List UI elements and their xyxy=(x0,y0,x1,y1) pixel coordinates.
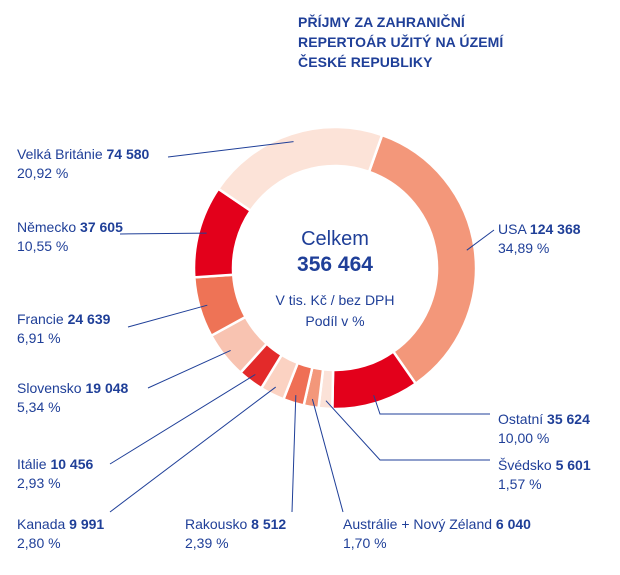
label-percent-švédsko: 1,57 % xyxy=(498,476,542,492)
label-francie: Francie 24 639 xyxy=(17,311,111,327)
title-line-2: REPERTOÁR UŽITÝ NA ÚZEMÍ xyxy=(298,34,504,50)
label-name-rakousko: Rakousko xyxy=(185,516,251,532)
center-share-label: Podíl v % xyxy=(305,313,364,329)
label-rakousko: Rakousko 8 512 xyxy=(185,516,286,532)
label-německo: Německo 37 605 xyxy=(17,219,123,235)
label-percent-austrálie-nový-zéland: 1,70 % xyxy=(343,535,387,551)
label-percent-německo: 10,55 % xyxy=(17,238,68,254)
label-percent-kanada: 2,80 % xyxy=(17,535,61,551)
label-name-německo: Německo xyxy=(17,219,80,235)
label-value-usa: 124 368 xyxy=(530,221,581,237)
label-slovensko: Slovensko 19 048 xyxy=(17,380,129,396)
label-value-itálie: 10 456 xyxy=(50,456,93,472)
label-percent-ostatní: 10,00 % xyxy=(498,430,549,446)
label-austrálie-nový-zéland: Austrálie + Nový Zéland 6 040 xyxy=(343,516,531,532)
label-ostatní: Ostatní 35 624 xyxy=(498,411,590,427)
chart-title: PŘÍJMY ZA ZAHRANIČNÍ REPERTOÁR UŽITÝ NA … xyxy=(298,12,598,72)
label-name-usa: USA xyxy=(498,221,530,237)
center-units: V tis. Kč / bez DPH xyxy=(275,292,394,308)
label-usa: USA 124 368 xyxy=(498,221,581,237)
title-line-3: ČESKÉ REPUBLIKY xyxy=(298,54,433,70)
donut-center: Celkem 356 464 V tis. Kč / bez DPH Podíl… xyxy=(275,228,394,329)
label-name-švédsko: Švédsko xyxy=(498,457,556,473)
label-velká-británie: Velká Británie 74 580 xyxy=(17,146,150,162)
label-value-ostatní: 35 624 xyxy=(547,411,590,427)
label-percent-itálie: 2,93 % xyxy=(17,475,61,491)
slice-usa xyxy=(367,133,478,386)
leader-ostatní xyxy=(373,395,490,415)
leader-německo xyxy=(119,232,207,235)
label-value-austrálie-nový-zéland: 6 040 xyxy=(496,516,531,532)
center-label: Celkem xyxy=(301,228,369,250)
label-percent-rakousko: 2,39 % xyxy=(185,535,229,551)
center-total: 356 464 xyxy=(297,253,373,276)
label-percent-francie: 6,91 % xyxy=(17,330,61,346)
label-name-velká-británie: Velká Británie xyxy=(17,146,107,162)
label-name-itálie: Itálie xyxy=(17,456,50,472)
label-švédsko: Švédsko 5 601 xyxy=(498,457,591,473)
label-value-kanada: 9 991 xyxy=(69,516,104,532)
label-value-švédsko: 5 601 xyxy=(556,457,591,473)
leader-austrálie-nový-zéland xyxy=(311,398,344,513)
leader-švédsko xyxy=(325,400,490,461)
label-value-velká-británie: 74 580 xyxy=(107,146,150,162)
title-line-1: PŘÍJMY ZA ZAHRANIČNÍ xyxy=(298,14,465,30)
label-value-slovensko: 19 048 xyxy=(85,380,128,396)
leader-kanada xyxy=(109,386,277,513)
label-percent-usa: 34,89 % xyxy=(498,240,549,256)
leader-francie xyxy=(127,304,208,328)
label-itálie: Itálie 10 456 xyxy=(17,456,94,472)
label-percent-slovensko: 5,34 % xyxy=(17,399,61,415)
label-value-německo: 37 605 xyxy=(80,219,123,235)
leader-velká-británie xyxy=(167,141,294,158)
donut-slices xyxy=(192,125,478,411)
leader-itálie xyxy=(109,374,256,465)
leader-lines xyxy=(109,141,495,513)
label-name-slovensko: Slovensko xyxy=(17,380,85,396)
label-name-kanada: Kanada xyxy=(17,516,69,532)
leader-slovensko xyxy=(147,349,231,389)
label-name-francie: Francie xyxy=(17,311,68,327)
label-name-austrálie-nový-zéland: Austrálie + Nový Zéland xyxy=(343,516,496,532)
label-value-rakousko: 8 512 xyxy=(251,516,286,532)
label-percent-velká-británie: 20,92 % xyxy=(17,165,68,181)
leader-usa xyxy=(466,229,495,251)
leader-rakousko xyxy=(291,395,297,513)
label-name-ostatní: Ostatní xyxy=(498,411,547,427)
label-value-francie: 24 639 xyxy=(68,311,111,327)
slice-labels: USA 124 368 34,89 % Ostatní 35 624 10,00 % Š… xyxy=(17,146,591,551)
label-kanada: Kanada 9 991 xyxy=(17,516,104,532)
slice-velká-británie xyxy=(216,125,384,213)
